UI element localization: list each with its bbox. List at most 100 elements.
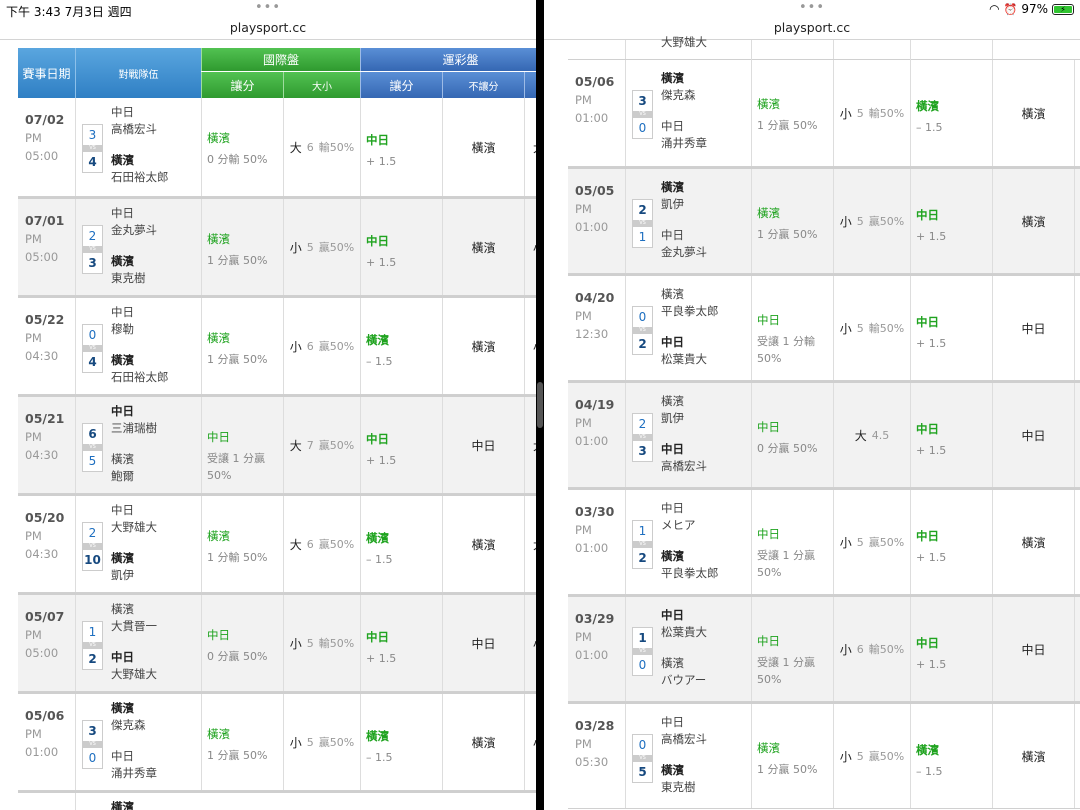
table-row[interactable]: 05/06 PM 01:00 3 VS 0 橫濱 傑克森 中日 涌井秀章 橫濱 1 分贏 50% 小 5 贏… (18, 692, 536, 791)
table-row[interactable]: 07/02 PM 05:00 3 VS 4 中日 高橋宏斗 橫濱 石田裕太郎 橫濱 0 分輸 50% 大… (18, 98, 536, 197)
sport-line: + 1.5 (916, 337, 947, 350)
score-box: 1 VS 2 (632, 520, 653, 569)
sport-pick: 中日 (916, 315, 939, 329)
away-pitcher: 高橋宏斗 (111, 122, 157, 136)
status-bar-time: 下午 3:43 7月3日 週四 (6, 5, 132, 19)
header-teams: 對戰隊伍 (75, 48, 201, 98)
intl-odds: 1 分贏 50% (207, 353, 268, 366)
intl-handicap-cell: 橫濱 1 分贏 50% (201, 298, 283, 394)
match-time: 05:00 (25, 149, 59, 163)
ou-line: 6 (856, 642, 864, 656)
extra-cell (1074, 383, 1080, 487)
table-row[interactable]: 03/29 PM 01:00 1 VS 0 中日 松葉貴大 橫濱 バウアー 中日 受讓 1 分贏 50… (568, 595, 1080, 702)
score-box: 2 VS 3 (82, 225, 103, 274)
table-row[interactable]: 05/21 PM 04:30 6 VS 5 中日 三浦瑞樹 橫濱 鮑爾 中日 受讓 1 分贏 50% 大… (18, 395, 536, 494)
sport-pick: 中日 (916, 636, 939, 650)
split-view-handle[interactable] (537, 382, 543, 428)
header-sport-handicap: 讓分 (360, 72, 442, 98)
teams-cell: 0 VS 2 橫濱 平良拳太郎 中日 松葉貴大 (625, 276, 751, 380)
match-rows: 07/02 PM 05:00 3 VS 4 中日 高橋宏斗 橫濱 石田裕太郎 橫濱 0 分輸 50% 大… (18, 98, 536, 791)
multitask-dots-icon[interactable]: ••• (798, 0, 825, 15)
table-row[interactable]: 05/06 PM 01:00 3 VS 0 橫濱 傑克森 中日 涌井秀章 橫濱 1 分贏 50% 小 5 輸… (568, 60, 1080, 167)
table-row-partial: 大野雄大 (568, 35, 1080, 70)
date-cell: 05/05 PM 01:00 (568, 169, 625, 273)
home-team: 中日 (661, 228, 684, 242)
table-row[interactable]: 03/30 PM 01:00 1 VS 2 中日 メヒア 橫濱 平良拳太郎 中日 受讓 1 分贏 50… (568, 488, 1080, 595)
score-box: 1 VS 2 (82, 621, 103, 670)
over-under-cell: 大 6 輸50% (283, 98, 360, 196)
table-row[interactable]: 05/05 PM 01:00 2 VS 1 橫濱 凱伊 中日 金丸夢斗 橫濱 1 分贏 50% 小 5 贏5… (568, 167, 1080, 274)
intl-odds: 1 分贏 50% (757, 763, 818, 776)
table-row[interactable]: 05/22 PM 04:30 0 VS 4 中日 穆勒 橫濱 石田裕太郎 橫濱 1 分贏 50% 小 6 贏… (18, 296, 536, 395)
intl-handicap-cell: 橫濱 1 分輸 50% (201, 496, 283, 592)
teams-cell: 3 VS 4 中日 高橋宏斗 橫濱 石田裕太郎 (75, 98, 201, 196)
intl-handicap-cell: 中日 0 分贏 50% (751, 383, 833, 487)
sport-handicap-cell: 中日 + 1.5 (910, 597, 992, 701)
intl-handicap-cell: 中日 0 分贏 50% (201, 595, 283, 691)
sport-handicap-cell: 中日 + 1.5 (910, 276, 992, 380)
table-row[interactable]: 07/01 PM 05:00 2 VS 3 中日 金丸夢斗 橫濱 東克樹 橫濱 1 分贏 50% 小 5 贏… (18, 197, 536, 296)
no-handicap-cell: 橫濱 (992, 490, 1074, 594)
sport-pick: 橫濱 (916, 99, 939, 113)
date-cell: 05/07 PM 05:00 (18, 595, 75, 691)
left-browser-pane[interactable]: 下午 3:43 7月3日 週四 ••• playsport.cc 賽事日期 對戰… (0, 0, 536, 810)
ou-odds: 輸50% (318, 637, 355, 650)
intl-odds: 0 分贏 50% (757, 442, 818, 455)
address-bar[interactable]: playsport.cc (229, 20, 307, 35)
right-browser-pane[interactable]: ••• playsport.cc ◠ ⏰ 97% ⚡ 大野雄大 05/06 PM 0… (544, 0, 1080, 810)
date-cell: 07/02 PM 05:00 (18, 98, 75, 196)
table-row[interactable]: 04/19 PM 01:00 2 VS 3 橫濱 凱伊 中日 高橋宏斗 中日 0 分贏 50% 大 4.5… (568, 381, 1080, 488)
intl-pick: 橫濱 (207, 529, 230, 543)
away-team: 橫濱 (661, 180, 684, 194)
header-intl-line: 國際盤 (201, 48, 360, 71)
ou-odds: 贏50% (868, 536, 905, 549)
ou-line: 5 (856, 321, 864, 335)
sport-pick: 橫濱 (366, 333, 389, 347)
match-time: 01:00 (575, 648, 609, 662)
teams-cell: 2 VS 10 中日 大野雄大 橫濱 凱伊 (75, 496, 201, 592)
extra-cell (1074, 704, 1080, 808)
home-team: 中日 (661, 119, 684, 133)
intl-odds: 1 分贏 50% (757, 228, 818, 241)
home-score: 0 (88, 751, 97, 765)
score-box: 3 VS 4 (82, 124, 103, 173)
table-row[interactable]: 04/20 PM 12:30 0 VS 2 橫濱 平良拳太郎 中日 松葉貴大 中日 受讓 1 分輸 5… (568, 274, 1080, 381)
over-under-cell: 小 5 贏50% (833, 490, 910, 594)
no-handicap-cell: 中日 (442, 595, 524, 691)
intl-handicap-cell: 橫濱 1 分贏 50% (201, 199, 283, 295)
score-box: 0 VS 5 (632, 734, 653, 783)
sport-line: + 1.5 (366, 155, 397, 168)
table-header: 賽事日期 對戰隊伍 國際盤 讓分 大小 運彩盤 讓分 不讓分 (18, 40, 536, 98)
away-team: 橫濱 (661, 394, 684, 408)
no-handicap-cell: 橫濱 (992, 704, 1074, 808)
table-row[interactable]: 05/07 PM 05:00 1 VS 2 橫濱 大貫晉一 中日 大野雄大 中日 0 分贏 50% 小 5… (18, 593, 536, 692)
away-pitcher: 穆勒 (111, 322, 134, 336)
home-score: 5 (638, 765, 647, 779)
sport-line: + 1.5 (366, 652, 397, 665)
vs-label: VS (633, 541, 652, 548)
teams-cell: 橫濱 (75, 793, 201, 810)
intl-handicap-cell: 橫濱 1 分贏 50% (751, 169, 833, 273)
ou-pick: 小 (839, 106, 852, 121)
intl-odds: 受讓 1 分輸 50% (757, 335, 815, 365)
table-row[interactable]: 05/20 PM 04:30 2 VS 10 中日 大野雄大 橫濱 凱伊 橫濱 1 分輸 50% 大 6 贏… (18, 494, 536, 593)
away-team: 中日 (111, 105, 134, 119)
header-sport-more (524, 72, 536, 98)
multitask-dots-icon[interactable]: ••• (254, 0, 281, 15)
away-pitcher: 大貫晉一 (111, 619, 157, 633)
address-bar[interactable]: playsport.cc (773, 20, 851, 35)
match-date: 03/28 (575, 718, 615, 733)
home-score: 3 (88, 256, 97, 270)
intl-handicap-cell: 中日 受讓 1 分贏 50% (201, 397, 283, 493)
intl-pick: 中日 (757, 420, 780, 434)
sport-line: – 1.5 (366, 355, 393, 368)
ou-pick: 小 (289, 735, 302, 750)
ou-line: 6 (306, 140, 314, 154)
ou-odds: 贏50% (868, 750, 905, 763)
header-sport-no-handicap: 不讓分 (442, 72, 524, 98)
match-date: 05/20 (25, 510, 65, 525)
header-intl-handicap: 讓分 (201, 72, 283, 98)
battery-percent: 97% (1021, 2, 1048, 16)
table-row[interactable]: 03/28 PM 05:30 0 VS 5 中日 高橋宏斗 橫濱 東克樹 橫濱 1 分贏 50% 小 5 贏… (568, 702, 1080, 809)
ou-pick: 大 (289, 140, 302, 155)
